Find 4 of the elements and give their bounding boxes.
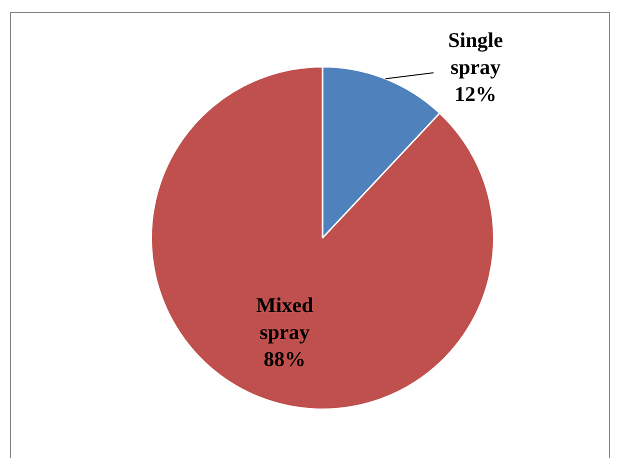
slice-label: Single spray	[448, 28, 503, 80]
slice-label: Mixed spray	[256, 292, 314, 344]
data-label: 88%	[264, 346, 306, 371]
data-label: 12%	[454, 82, 497, 106]
